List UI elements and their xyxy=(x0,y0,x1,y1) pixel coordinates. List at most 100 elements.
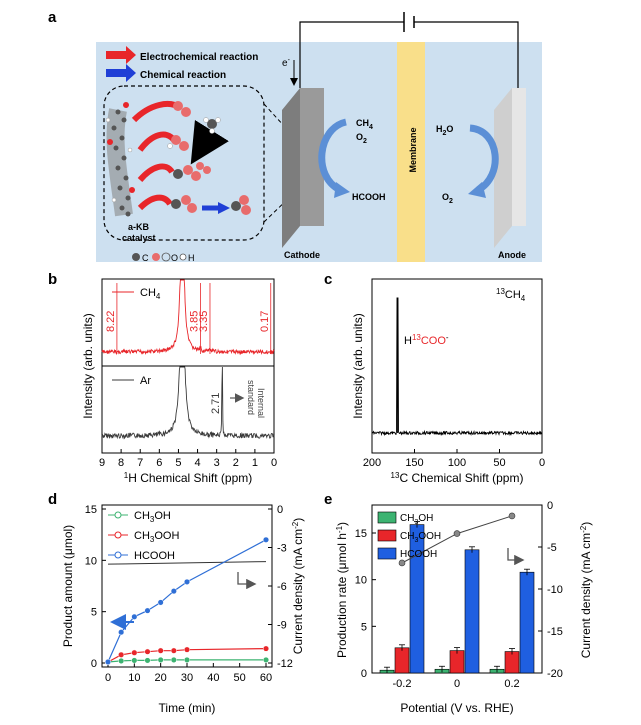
x-tick-label-d: 20 xyxy=(155,672,167,684)
panel-d: d 0 10 20 30 40 50 60 0 5 10 15 0 -3 -6 -9 -12 CH3OH CH… xyxy=(48,491,305,715)
peak-label-ch4: 8.22 xyxy=(105,311,117,332)
data-point xyxy=(183,578,191,585)
cathode-reactant-o2: O2 xyxy=(356,132,367,145)
svg-text:C: C xyxy=(142,253,149,263)
data-point xyxy=(131,657,138,664)
panel-label-d: d xyxy=(48,491,57,508)
series-line xyxy=(107,539,267,663)
series-13c-spectrum xyxy=(371,297,543,437)
y2-tick-label-d: -12 xyxy=(277,658,293,670)
x-tick-label-b: 4 xyxy=(194,457,200,469)
y2-tick-label-e: -20 xyxy=(547,668,563,680)
x-tick-label-c: 150 xyxy=(405,457,423,469)
bar xyxy=(409,524,425,674)
annotation-internal: Internal xyxy=(256,388,266,418)
x-tick-label-b: 3 xyxy=(214,457,220,469)
bar xyxy=(504,651,520,674)
x-tick-label-b: 6 xyxy=(156,457,162,469)
cathode-side xyxy=(282,88,300,248)
y-label-b: Intensity (arb. units) xyxy=(81,313,95,418)
series-label-13ch4: 13CH4 xyxy=(496,287,526,303)
chem-arrow-1 xyxy=(190,119,229,165)
y-tick-label-e: 10 xyxy=(355,575,367,587)
molecule-o2 xyxy=(173,101,191,117)
panel-label-a: a xyxy=(48,9,57,26)
y2-tick-label-e: 0 xyxy=(547,500,553,512)
data-point xyxy=(157,656,164,663)
legend-hcooh: HCOOH xyxy=(134,550,175,562)
svg-text:H: H xyxy=(188,253,195,263)
data-point xyxy=(170,647,177,654)
x-tick-label-d: 60 xyxy=(260,672,272,684)
data-point xyxy=(183,646,191,653)
current-density-point xyxy=(508,512,516,520)
peak-label-h13coo: H13COO- xyxy=(404,333,449,347)
current-density-point xyxy=(398,559,406,567)
panel-e: e -0.2 0 0.2 0 5 10 15 0 -5 -10 -15 -20 CH3OH CH3OO… xyxy=(324,491,593,715)
catalyst-name: a-KB xyxy=(128,222,150,232)
molecule-ooh xyxy=(167,135,189,151)
legend-ch4: CH4 xyxy=(140,287,161,301)
x-tick-label-b: 9 xyxy=(99,457,105,469)
annotation-standard: standard xyxy=(246,380,256,415)
data-point xyxy=(118,629,125,636)
data-point xyxy=(262,656,270,663)
bar xyxy=(464,549,480,674)
y2-tick-label-e: -10 xyxy=(547,584,563,596)
catalyst-lattice xyxy=(105,102,135,217)
panel-label-b: b xyxy=(48,271,57,288)
legend-ar: Ar xyxy=(140,375,151,387)
current-line-e xyxy=(398,512,516,567)
x-ticks-b: 9 8 7 6 5 4 3 2 1 0 xyxy=(99,449,277,469)
legend-e-ch3ooh: CH3OOH xyxy=(400,531,441,544)
x-tick-label-c: 50 xyxy=(493,457,505,469)
legend-ch3ooh: CH3OOH xyxy=(134,530,179,544)
bars-e xyxy=(379,521,535,674)
peak-label-ar: 2.71 xyxy=(210,393,222,414)
y-tick-label-e: 0 xyxy=(361,668,367,680)
axes-d: 0 10 20 30 40 50 60 0 5 10 15 0 -3 -6 -9 -12 xyxy=(85,504,293,684)
series-ar-spectrum xyxy=(101,366,275,440)
right-axis-arrow-e xyxy=(507,548,525,566)
y2-label-d: Current density (mA cm-2) xyxy=(291,518,305,655)
current-density-line xyxy=(107,561,267,565)
svg-text:O: O xyxy=(171,253,178,263)
cathode-product: HCOOH xyxy=(352,192,386,202)
data-point xyxy=(170,656,177,663)
cathode-electrode xyxy=(300,88,324,226)
data-point xyxy=(262,536,270,543)
x-tick-label-e: 0 xyxy=(454,678,460,690)
data-point xyxy=(144,648,151,655)
data-point xyxy=(144,657,151,664)
anode-reactant: H2O xyxy=(436,124,453,137)
x-tick-label-c: 200 xyxy=(363,457,381,469)
x-tick-label-d: 50 xyxy=(234,672,246,684)
data-point xyxy=(183,656,191,663)
y2-tick-label-d: -6 xyxy=(277,581,287,593)
electron-label: e- xyxy=(282,57,291,69)
molecule-intermediate xyxy=(171,195,197,213)
x-tick-label-d: 40 xyxy=(207,672,219,684)
legend-ch3oh: CH3OH xyxy=(134,510,171,524)
data-point xyxy=(144,607,151,614)
anode-reaction-arrow xyxy=(469,124,499,194)
peak-label-ch4: 3.85 xyxy=(188,311,200,332)
anode-side xyxy=(494,88,512,248)
y-label-d: Product amount (μmol) xyxy=(61,525,75,647)
data-point xyxy=(262,645,270,652)
panel-label-e: e xyxy=(324,491,332,508)
cathode-reactant-ch4: CH4 xyxy=(356,118,373,131)
bar xyxy=(394,647,410,674)
molecule-ch3ooh xyxy=(173,165,201,181)
legend-electro: Electrochemical reaction xyxy=(140,52,258,63)
membrane xyxy=(397,42,425,262)
molecule-hcooh xyxy=(231,195,251,215)
y-tick-label-d: 0 xyxy=(91,658,97,670)
data-point xyxy=(118,657,125,664)
y-tick-label-d: 10 xyxy=(85,555,97,567)
x-tick-label-d: 0 xyxy=(105,672,111,684)
y2-tick-label-e: -15 xyxy=(547,626,563,638)
panel-c: c 200 150 100 50 0 13CH4 H13COO- Intensity (… xyxy=(324,271,545,485)
anode-electrode xyxy=(512,88,526,226)
